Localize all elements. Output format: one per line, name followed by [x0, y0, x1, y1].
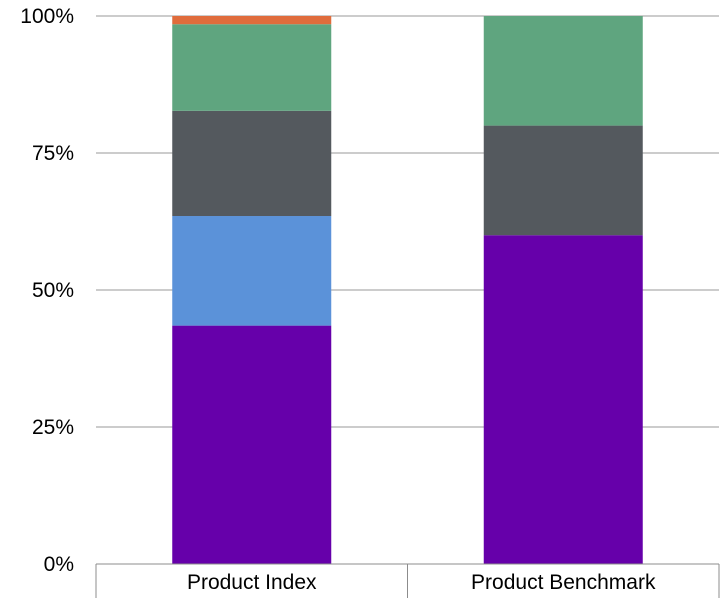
category-axis [95, 563, 720, 598]
bar-segment [172, 216, 332, 326]
category-label: Product Benchmark [471, 571, 656, 594]
bar-segment [483, 235, 643, 564]
bar-segment [483, 125, 643, 236]
bar-segment [172, 110, 332, 217]
bar-segment [172, 325, 332, 564]
bar-segment [172, 16, 332, 25]
bar-segment [172, 24, 332, 111]
y-tick-label: 75% [32, 142, 74, 165]
category-labels: Product Index Product Benchmark [187, 571, 656, 594]
y-tick-labels: 0% 25% 50% 75% 100% [20, 5, 74, 576]
category-label: Product Index [187, 571, 317, 594]
bars [172, 16, 643, 564]
bar-segment [483, 16, 643, 126]
y-tick-label: 25% [32, 416, 74, 439]
y-tick-label: 50% [32, 279, 74, 302]
y-tick-label: 0% [44, 553, 74, 576]
y-tick-label: 100% [20, 5, 74, 28]
